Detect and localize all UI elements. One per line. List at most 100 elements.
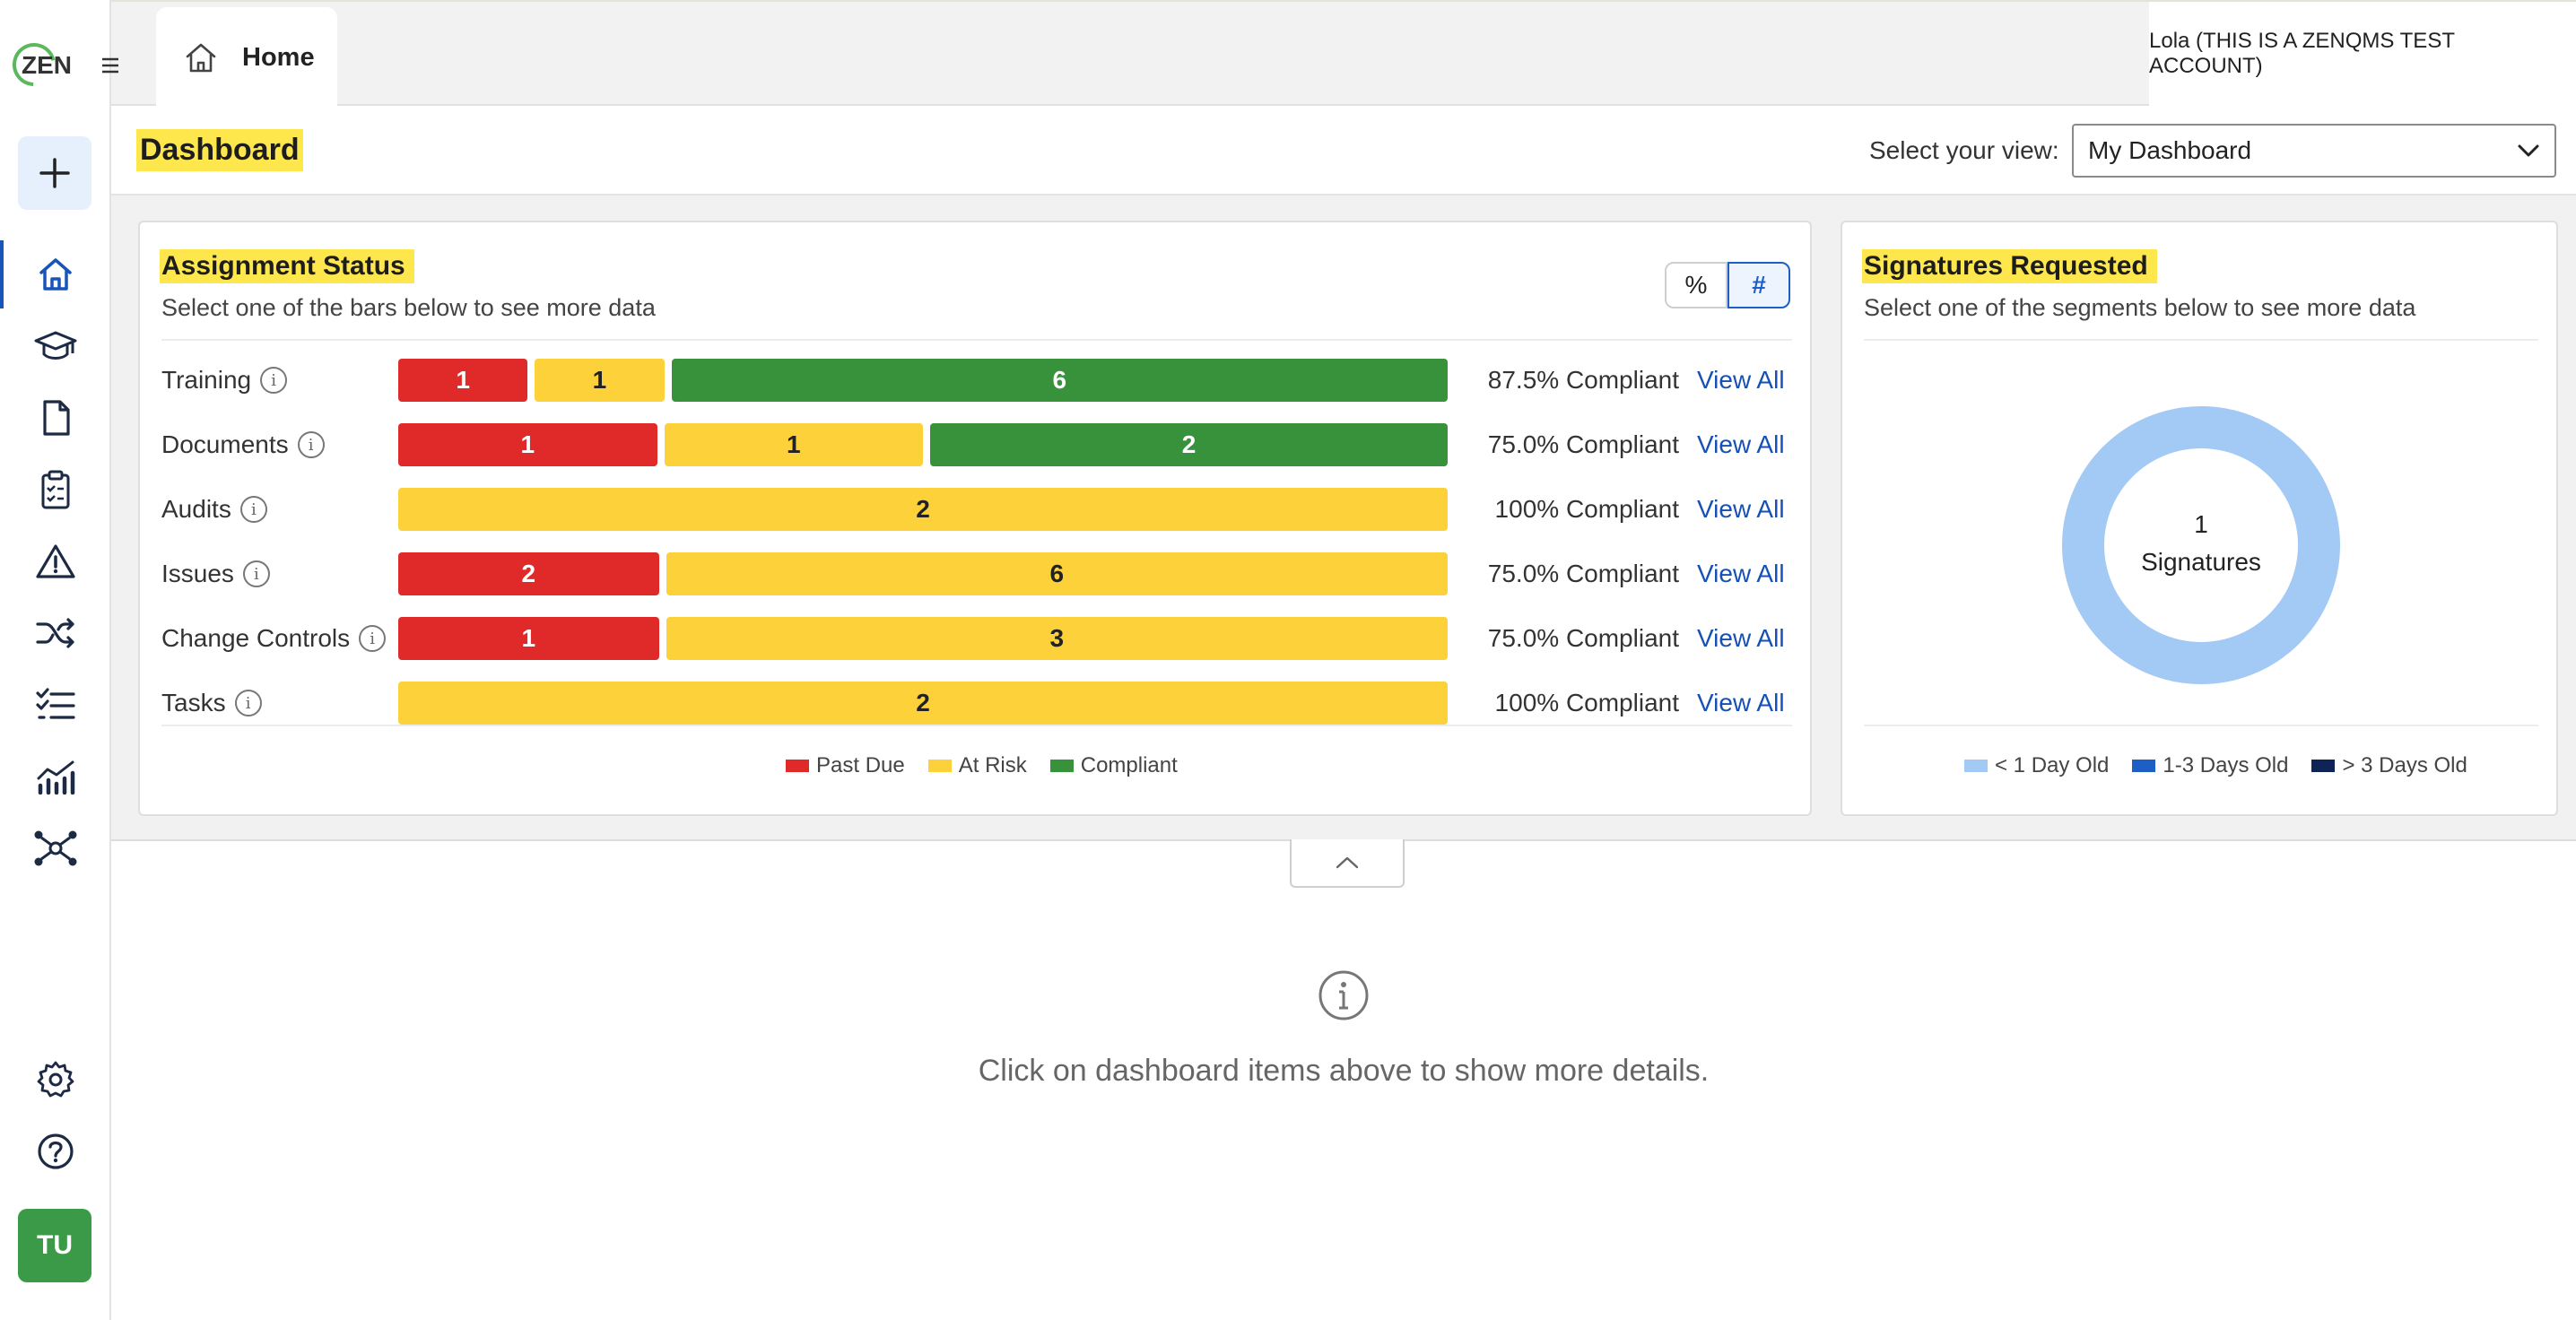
view-all-link[interactable]: View All (1697, 366, 1785, 394)
signatures-legend-item[interactable]: < 1 Day Old (1964, 753, 2109, 778)
sidebar-item-settings[interactable] (0, 1046, 111, 1114)
stacked-bar: 2 (398, 488, 1448, 531)
assignment-legend-item[interactable]: Past Due (786, 753, 905, 778)
at-risk-segment[interactable]: 1 (664, 423, 923, 466)
info-icon[interactable]: i (297, 431, 325, 458)
graduation-cap-icon (34, 331, 77, 360)
sidebar-item-reports[interactable] (0, 742, 111, 811)
assignment-row: Change Controls i 1 3 75.0% Compliant View Al… (161, 617, 1792, 660)
legend-swatch (2311, 760, 2336, 772)
top-bar: Home Lola (THIS IS A ZENQMS TEST ACCOUNT… (111, 0, 2576, 108)
logo-text: ZEN (22, 51, 72, 79)
collapse-panels-button[interactable] (1290, 839, 1405, 888)
sidebar-item-issues[interactable] (0, 527, 111, 595)
signature-count-label: Signatures (2141, 548, 2261, 576)
percent-toggle-button[interactable]: % (1665, 262, 1727, 308)
view-all-link[interactable]: View All (1697, 495, 1785, 523)
sidebar-item-training[interactable] (0, 312, 111, 380)
compliance-percent: 100% Compliant (1494, 495, 1679, 523)
row-label-text: Audits (161, 495, 231, 523)
account-name[interactable]: Lola (THIS IS A ZENQMS TEST ACCOUNT) (2149, 2, 2576, 106)
row-label-text: Training (161, 366, 252, 394)
clipboard-checklist-icon (41, 470, 70, 509)
info-icon[interactable]: i (234, 690, 262, 716)
legend-label: > 3 Days Old (2342, 753, 2467, 777)
row-label: Issues i (161, 560, 270, 588)
tab-home[interactable]: Home (156, 7, 337, 108)
count-toggle-button[interactable]: # (1727, 262, 1790, 308)
past-due-segment[interactable]: 2 (398, 552, 659, 595)
assignment-legend-item[interactable]: At Risk (927, 753, 1027, 778)
sidebar-item-change-controls[interactable] (0, 599, 111, 667)
divider (161, 725, 1792, 726)
divider (1864, 339, 2538, 341)
sidebar-item-home[interactable] (0, 240, 111, 308)
compliant-segment[interactable]: 2 (930, 423, 1448, 466)
compliant-segment[interactable]: 6 (671, 359, 1448, 402)
assignment-row: Audits i 2 100% Compliant View All (161, 488, 1792, 531)
assignment-legend-item[interactable]: Compliant (1049, 753, 1178, 778)
view-all-link[interactable]: View All (1697, 624, 1785, 652)
chevron-down-icon (2518, 144, 2539, 157)
assignment-row: Documents i 1 1 2 75.0% Compliant View All (161, 423, 1792, 466)
view-all-link[interactable]: View All (1697, 430, 1785, 458)
sidebar-item-documents[interactable] (0, 384, 111, 452)
info-icon[interactable]: i (260, 367, 288, 394)
menu-icon (102, 57, 118, 74)
home-icon (186, 43, 216, 73)
assignment-status-title: Assignment Status (160, 249, 414, 283)
dashboard-view-select[interactable]: My Dashboard (2072, 124, 2556, 178)
assignment-row: Training i 1 1 6 87.5% Compliant View All (161, 359, 1792, 402)
details-message: Click on dashboard items above to show m… (978, 1054, 1710, 1088)
view-select-label: Select your view: (1869, 136, 2059, 164)
sidebar-item-tasks[interactable] (0, 671, 111, 739)
signatures-title: Signatures Requested (1862, 249, 2157, 283)
donut-center-text: 1 Signatures (2040, 506, 2363, 581)
info-icon[interactable]: i (242, 560, 270, 587)
row-label: Tasks i (161, 689, 262, 717)
at-risk-segment[interactable]: 2 (398, 488, 1448, 531)
avatar[interactable]: TU (18, 1209, 91, 1282)
at-risk-segment[interactable]: 2 (398, 682, 1448, 725)
compliance-percent: 87.5% Compliant (1487, 366, 1679, 394)
legend-swatch (786, 760, 809, 772)
view-all-link[interactable]: View All (1697, 560, 1785, 587)
row-label-text: Change Controls (161, 624, 351, 652)
divider (161, 339, 1792, 341)
row-label-text: Tasks (161, 689, 226, 716)
info-icon[interactable]: i (359, 625, 387, 652)
signatures-donut-chart[interactable] (2040, 384, 2363, 707)
row-label-text: Documents (161, 430, 289, 458)
at-risk-segment[interactable]: 3 (666, 617, 1448, 660)
past-due-segment[interactable]: 1 (398, 423, 657, 466)
shuffle-icon (36, 618, 74, 648)
sidebar-item-network[interactable] (0, 814, 111, 882)
past-due-segment[interactable]: 1 (398, 617, 659, 660)
signatures-legend-item[interactable]: > 3 Days Old (2311, 753, 2467, 778)
assignment-status-subtitle: Select one of the bars below to see more… (161, 294, 656, 321)
at-risk-segment[interactable]: 6 (666, 552, 1448, 595)
legend-label: Past Due (816, 753, 905, 777)
sidebar-item-audits[interactable] (0, 456, 111, 524)
legend-label: 1-3 Days Old (2163, 753, 2289, 777)
view-all-link[interactable]: View All (1697, 689, 1785, 716)
hamburger-menu-button[interactable] (97, 52, 124, 79)
info-icon (1318, 970, 1369, 1020)
create-new-button[interactable] (18, 136, 91, 210)
zen-logo[interactable]: ZEN (9, 39, 75, 90)
legend-label: At Risk (958, 753, 1027, 777)
percent-count-toggle[interactable]: % # (1665, 262, 1790, 308)
sidebar: ZEN TU (0, 0, 111, 1320)
legend-label: Compliant (1080, 753, 1178, 777)
past-due-segment[interactable]: 1 (398, 359, 528, 402)
sidebar-item-help[interactable] (0, 1117, 111, 1185)
details-placeholder: Click on dashboard items above to show m… (111, 968, 2576, 1089)
page-title: Dashboard (136, 129, 303, 171)
at-risk-segment[interactable]: 1 (535, 359, 665, 402)
signatures-legend-item[interactable]: 1-3 Days Old (2132, 753, 2288, 778)
donut-segment[interactable] (2062, 406, 2340, 684)
info-icon[interactable]: i (239, 496, 267, 523)
stacked-bar: 2 (398, 682, 1448, 725)
